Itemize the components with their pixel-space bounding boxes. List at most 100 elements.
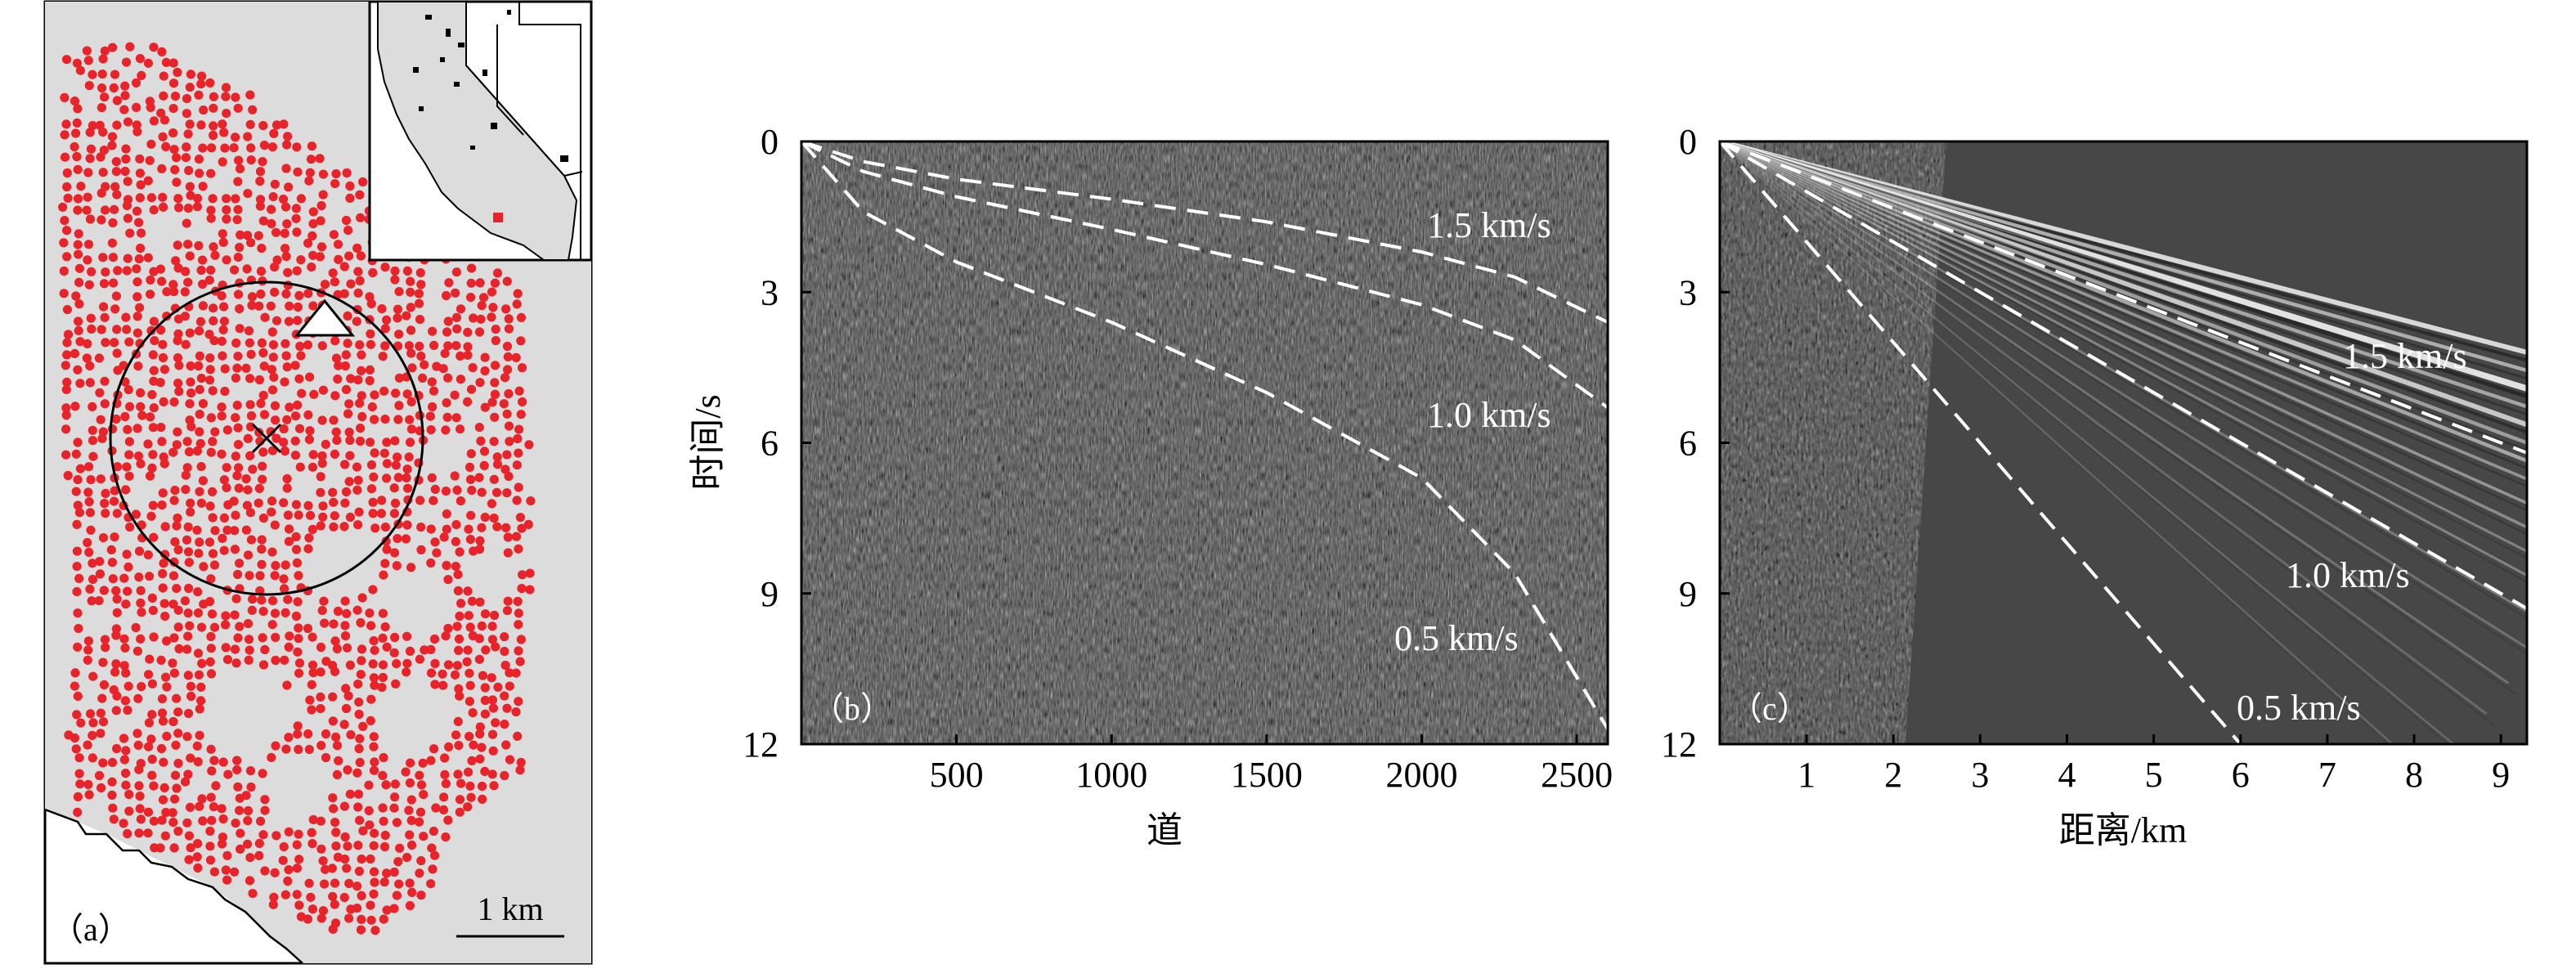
station-dot — [464, 697, 475, 707]
station-dot — [146, 193, 156, 203]
station-dot — [83, 487, 93, 497]
station-dot — [222, 205, 231, 215]
station-dot — [109, 496, 119, 506]
station-dot — [342, 168, 352, 178]
station-dot — [245, 876, 255, 886]
station-dot — [502, 409, 512, 419]
x-tick-label: 2000 — [1385, 755, 1457, 795]
station-dot — [480, 609, 491, 619]
station-dot — [241, 525, 251, 535]
station-dot — [304, 878, 314, 888]
station-dot — [269, 892, 279, 902]
station-dot — [502, 276, 512, 286]
station-dot — [284, 827, 294, 837]
station-dot — [454, 741, 464, 751]
station-dot — [119, 105, 129, 114]
station-dot — [343, 226, 353, 236]
station-dot — [245, 645, 254, 655]
station-dot — [352, 605, 362, 615]
station-dot — [83, 636, 93, 646]
station-dot — [464, 462, 475, 473]
station-dot — [332, 769, 342, 780]
station-dot — [75, 65, 85, 75]
station-dot — [222, 463, 231, 473]
station-dot — [369, 732, 379, 742]
station-dot — [491, 335, 500, 346]
station-dot — [352, 243, 362, 253]
station-dot — [206, 205, 216, 215]
station-dot — [70, 402, 80, 411]
station-dot — [487, 499, 497, 509]
station-dot — [330, 899, 339, 909]
station-dot — [514, 646, 523, 656]
station-map-panel: 1 km （a） — [43, 0, 593, 965]
station-dot — [258, 447, 268, 457]
station-dot — [505, 668, 514, 678]
station-dot — [132, 206, 142, 216]
station-dot — [219, 545, 229, 555]
station-dot — [75, 379, 85, 388]
station-dot — [480, 402, 490, 412]
station-dot — [478, 794, 487, 805]
station-dot — [365, 820, 375, 830]
station-dot — [330, 277, 339, 287]
station-dot — [429, 744, 439, 754]
source-triangle-marker — [294, 298, 356, 337]
coastline — [45, 808, 303, 963]
station-dot — [235, 164, 245, 173]
inset-borders — [465, 2, 565, 177]
station-dot — [280, 446, 289, 456]
wave-streak-dark — [1720, 141, 2527, 559]
station-dot — [474, 327, 485, 337]
station-dot — [132, 424, 142, 433]
station-dot — [159, 559, 168, 568]
station-dot — [453, 570, 463, 580]
station-dot — [194, 90, 204, 100]
station-dot — [256, 289, 266, 299]
station-dot — [124, 471, 134, 481]
station-dot — [86, 475, 96, 485]
station-dot — [186, 507, 195, 517]
station-dot — [62, 305, 72, 315]
station-dot — [463, 350, 473, 360]
station-dot — [378, 660, 388, 670]
station-dot — [186, 691, 196, 702]
station-dot — [442, 524, 451, 534]
station-dot — [125, 523, 135, 532]
wave-streak — [1720, 141, 2527, 577]
station-dot — [98, 54, 108, 64]
station-dot — [382, 545, 392, 554]
station-dot — [394, 401, 404, 410]
station-dot — [479, 460, 489, 471]
station-dot — [255, 167, 266, 177]
station-dot — [233, 177, 243, 186]
station-dot — [145, 572, 155, 581]
station-dot — [341, 350, 351, 360]
station-dot — [71, 744, 81, 754]
station-dot — [269, 128, 279, 138]
station-dot — [294, 571, 303, 581]
station-dot — [415, 268, 425, 278]
station-dot — [480, 352, 490, 362]
station-dot — [149, 816, 159, 826]
station-dot — [172, 521, 182, 531]
station-dot — [74, 769, 84, 778]
station-dot — [146, 102, 155, 112]
station-dot — [366, 716, 375, 726]
station-dot — [270, 868, 280, 877]
station-dot — [73, 475, 83, 485]
station-dot — [184, 855, 194, 864]
station-dot — [480, 695, 491, 706]
station-dot — [416, 523, 426, 532]
station-dot — [513, 596, 523, 607]
station-dot — [134, 546, 145, 556]
station-dots — [58, 42, 536, 935]
panel-c-curve-labels: 1.5 km/s1.0 km/s0.5 km/s — [2237, 336, 2467, 728]
station-dot — [402, 658, 412, 668]
station-dot — [73, 608, 83, 618]
station-dot — [345, 451, 355, 460]
station-dot — [123, 117, 133, 127]
station-dot — [245, 508, 255, 518]
velocity-label: 1.0 km/s — [2286, 555, 2410, 595]
station-dot — [340, 855, 350, 864]
